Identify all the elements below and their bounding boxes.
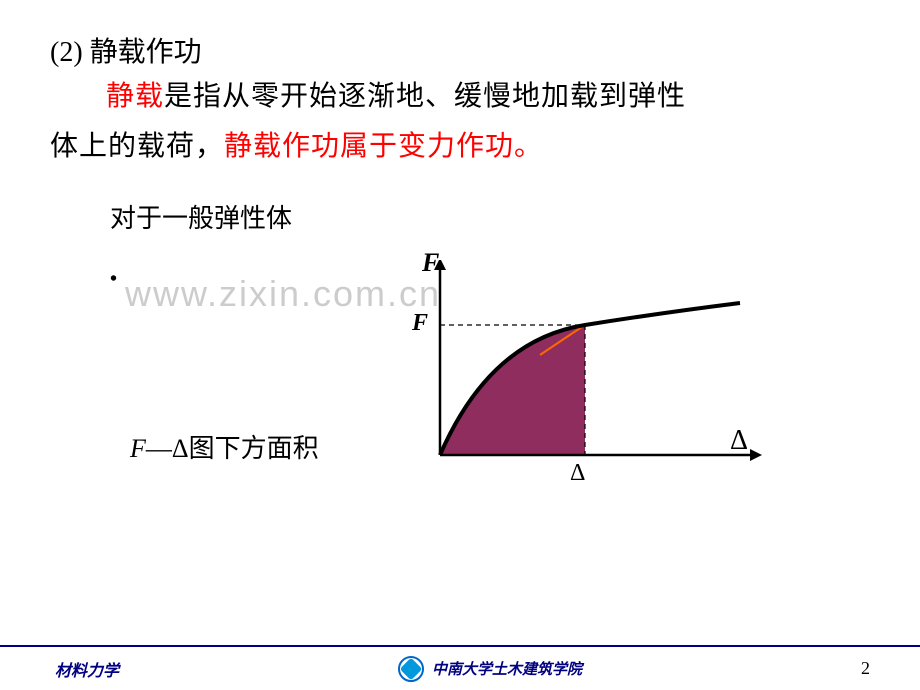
footer-course-name: 材料力学: [55, 657, 119, 681]
logo-inner-icon: [400, 657, 423, 680]
watermark-text: www.zixin.com.cn: [125, 273, 441, 315]
caption-dash: —Δ: [146, 434, 189, 463]
section-heading: (2) 静载作功: [50, 30, 870, 70]
paragraph-2: 对于一般弹性体: [110, 198, 870, 235]
chart-caption: F—Δ图下方面积: [130, 428, 319, 465]
caption-F: F: [130, 434, 146, 463]
red-text-2: 静载作功属于变力作功。: [224, 131, 543, 162]
page-number: 2: [861, 658, 870, 679]
slide-content: (2) 静载作功 静载是指从零开始逐渐地、缓慢地加载到弹性 体上的载荷，静载作功…: [0, 0, 920, 690]
paragraph-1: 静载是指从零开始逐渐地、缓慢地加载到弹性 体上的载荷，静载作功属于变力作功。: [50, 72, 870, 173]
axis-label-delta-right: Δ: [730, 425, 748, 457]
black-text-2: 体上的载荷，: [50, 131, 224, 162]
caption-text: 图下方面积: [189, 434, 319, 463]
force-displacement-chart: F F Δ Δ: [400, 260, 780, 485]
axis-label-F-top: F: [422, 248, 439, 278]
slide-footer: 材料力学 中南大学土木建筑学院 2: [0, 645, 920, 690]
chart-svg: [400, 260, 780, 485]
bullet-icon: •: [110, 268, 117, 291]
footer-center-text: 中南大学土木建筑学院: [432, 658, 582, 679]
red-text-1: 静载: [106, 81, 164, 112]
black-text-1: 是指从零开始逐渐地、缓慢地加载到弹性: [164, 81, 686, 112]
chart-fill-area: [440, 325, 585, 455]
university-logo-icon: [398, 656, 424, 682]
axis-label-F-side: F: [412, 310, 428, 337]
x-axis-arrow-icon: [750, 449, 762, 461]
axis-label-delta-bottom: Δ: [570, 460, 585, 487]
footer-institution: 中南大学土木建筑学院: [119, 656, 861, 682]
